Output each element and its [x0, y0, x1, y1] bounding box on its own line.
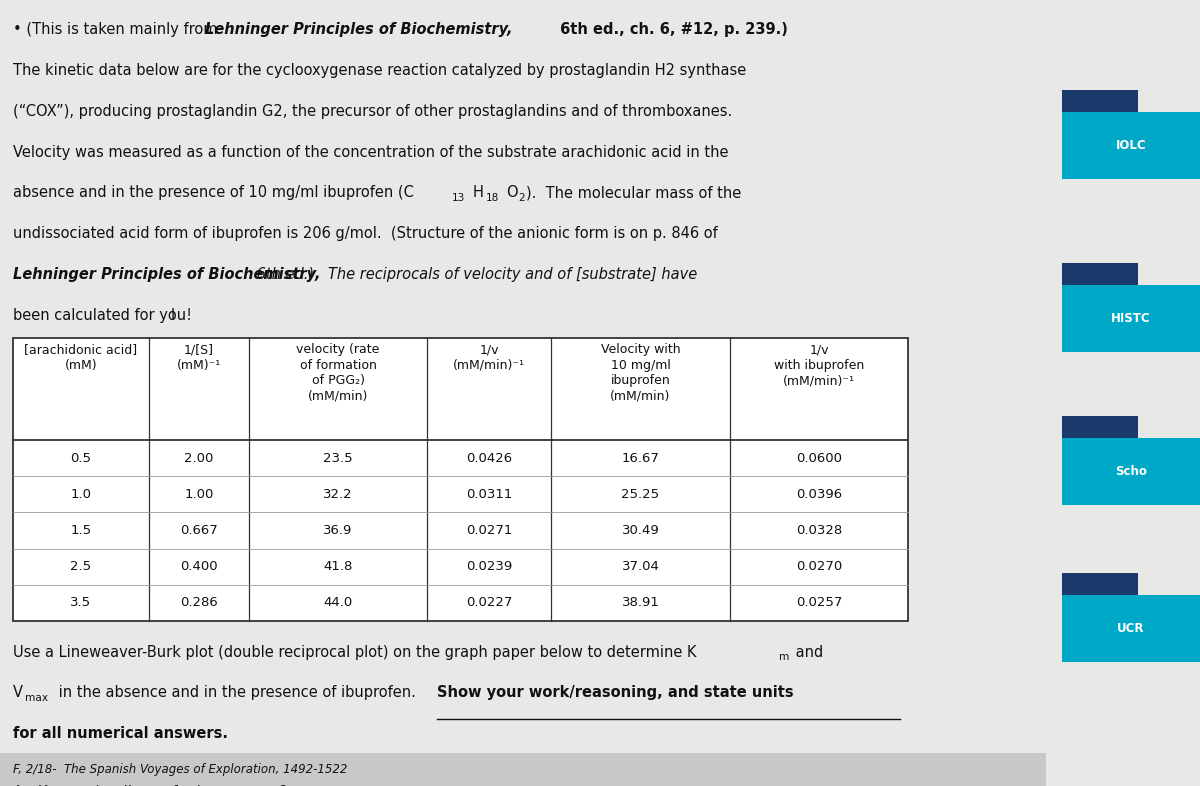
- Bar: [1062, 438, 1200, 505]
- Bar: [1062, 416, 1138, 438]
- Bar: [1062, 285, 1200, 352]
- Text: 1.0: 1.0: [71, 488, 91, 501]
- Text: 1/[S]
(mM)⁻¹: 1/[S] (mM)⁻¹: [176, 343, 221, 372]
- Text: [arachidonic acid]
(mM): [arachidonic acid] (mM): [24, 343, 137, 372]
- Text: 37.04: 37.04: [622, 560, 660, 573]
- Text: 0.0270: 0.0270: [796, 560, 842, 573]
- Text: Lehninger Principles of Biochemistry,: Lehninger Principles of Biochemistry,: [205, 22, 512, 37]
- Text: Lehninger Principles of Biochemistry,: Lehninger Principles of Biochemistry,: [12, 267, 320, 282]
- Text: 2.5: 2.5: [71, 560, 91, 573]
- Text: Scho: Scho: [1115, 465, 1147, 478]
- Text: 13: 13: [452, 193, 466, 204]
- Text: 2: 2: [518, 193, 524, 204]
- Text: 25.25: 25.25: [622, 488, 660, 501]
- Text: Velocity with
10 mg/ml
ibuprofen
(mM/min): Velocity with 10 mg/ml ibuprofen (mM/min…: [601, 343, 680, 403]
- Text: 18: 18: [486, 193, 499, 204]
- Text: HISTC: HISTC: [1111, 312, 1151, 325]
- Text: O: O: [506, 185, 518, 200]
- Text: 16.67: 16.67: [622, 452, 660, 465]
- Text: 0.0239: 0.0239: [466, 560, 512, 573]
- Text: 6th ed.)   The reciprocals of velocity and of [substrate] have: 6th ed.) The reciprocals of velocity and…: [252, 267, 697, 282]
- Text: undissociated acid form of ibuprofen is 206 g/mol.  (Structure of the anionic fo: undissociated acid form of ibuprofen is …: [12, 226, 718, 241]
- Text: I: I: [170, 308, 175, 323]
- Text: for all numerical answers.: for all numerical answers.: [12, 726, 228, 741]
- Bar: [1062, 596, 1200, 662]
- Text: 36.9: 36.9: [323, 524, 353, 537]
- Bar: [12, 338, 908, 621]
- Text: Velocity was measured as a function of the concentration of the substrate arachi: Velocity was measured as a function of t…: [12, 145, 728, 160]
- Text: 0.0396: 0.0396: [796, 488, 842, 501]
- Text: The kinetic data below are for the cyclooxygenase reaction catalyzed by prostagl: The kinetic data below are for the cyclo…: [12, 63, 746, 78]
- Text: 23.5: 23.5: [323, 452, 353, 465]
- Bar: [1062, 263, 1138, 285]
- Bar: [1062, 112, 1200, 179]
- Text: in the absence and in the presence of ibuprofen.: in the absence and in the presence of ib…: [54, 685, 426, 700]
- Bar: [0, 753, 1046, 786]
- Text: m: m: [779, 652, 788, 663]
- Bar: [1062, 573, 1138, 596]
- Text: 30.49: 30.49: [622, 524, 659, 537]
- Text: 1/v
with ibuprofen
(mM/min)⁻¹: 1/v with ibuprofen (mM/min)⁻¹: [774, 343, 864, 387]
- Text: 0.286: 0.286: [180, 597, 218, 609]
- Text: 41.8: 41.8: [323, 560, 353, 573]
- Text: absence and in the presence of 10 mg/ml ibuprofen (C: absence and in the presence of 10 mg/ml …: [12, 185, 414, 200]
- Text: 0.0311: 0.0311: [466, 488, 512, 501]
- Text: 0.0426: 0.0426: [467, 452, 512, 465]
- Text: IOLC: IOLC: [1116, 139, 1146, 152]
- Text: UCR: UCR: [1117, 623, 1145, 635]
- Text: 1.00: 1.00: [185, 488, 214, 501]
- Text: 0.0257: 0.0257: [796, 597, 842, 609]
- Text: Use a Lineweaver-Burk plot (double reciprocal plot) on the graph paper below to : Use a Lineweaver-Burk plot (double recip…: [12, 645, 696, 659]
- Text: 32.2: 32.2: [323, 488, 353, 501]
- Text: 2.00: 2.00: [185, 452, 214, 465]
- Text: Show your work/reasoning, and state units: Show your work/reasoning, and state unit…: [437, 685, 794, 700]
- Text: 0.0227: 0.0227: [466, 597, 512, 609]
- Text: 38.91: 38.91: [622, 597, 660, 609]
- Text: 0.667: 0.667: [180, 524, 218, 537]
- Bar: [1062, 90, 1138, 112]
- Text: been calculated for you!: been calculated for you!: [12, 308, 192, 323]
- Text: • (This is taken mainly from: • (This is taken mainly from: [12, 22, 222, 37]
- Text: and: and: [791, 645, 823, 659]
- Text: 1/v
(mM/min)⁻¹: 1/v (mM/min)⁻¹: [454, 343, 526, 372]
- Text: 0.0328: 0.0328: [796, 524, 842, 537]
- Text: V: V: [12, 685, 23, 700]
- Text: max: max: [25, 693, 48, 703]
- Text: 0.0600: 0.0600: [796, 452, 842, 465]
- Text: F, 2/18-  The Spanish Voyages of Exploration, 1492-1522: F, 2/18- The Spanish Voyages of Explorat…: [12, 763, 347, 776]
- Text: (“COX”), producing prostaglandin G2, the precursor of other prostaglandins and o: (“COX”), producing prostaglandin G2, the…: [12, 104, 732, 119]
- Text: 3.5: 3.5: [71, 597, 91, 609]
- Text: 6th ed., ch. 6, #12, p. 239.): 6th ed., ch. 6, #12, p. 239.): [554, 22, 787, 37]
- Text: H: H: [473, 185, 484, 200]
- Text: 1.5: 1.5: [71, 524, 91, 537]
- Text: 44.0: 44.0: [324, 597, 353, 609]
- Text: 0.0271: 0.0271: [466, 524, 512, 537]
- Text: 0.5: 0.5: [71, 452, 91, 465]
- Text: ).  The molecular mass of the: ). The molecular mass of the: [527, 185, 742, 200]
- Text: 0.400: 0.400: [180, 560, 217, 573]
- Text: velocity (rate
of formation
of PGG₂)
(mM/min): velocity (rate of formation of PGG₂) (mM…: [296, 343, 379, 403]
